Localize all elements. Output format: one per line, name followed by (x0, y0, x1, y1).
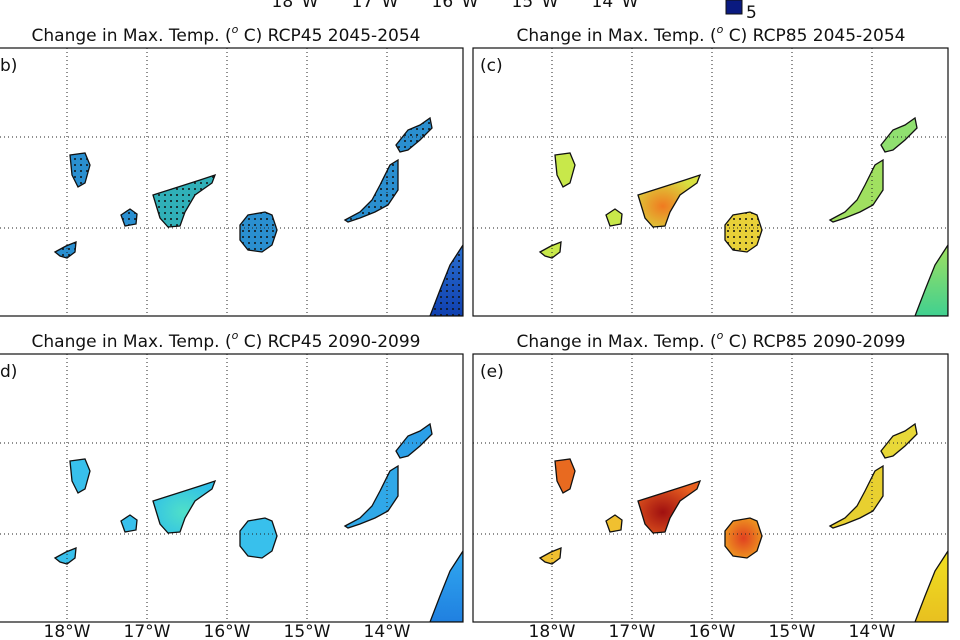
panel-frame (0, 47, 464, 317)
island (69, 458, 91, 494)
island (239, 517, 278, 559)
title-text: Change in Max. Temp. ( (32, 332, 232, 352)
panel-label: (e) (480, 362, 504, 382)
island (637, 479, 702, 534)
panel-title: Change in Max. Temp. (o C) RCP85 2090-20… (517, 329, 906, 352)
panel-title: Change in Max. Temp. (o C) RCP45 2045-20… (32, 23, 421, 46)
top-axis-label: 16°W (432, 0, 479, 12)
island (538, 240, 562, 259)
island (914, 549, 948, 622)
island (880, 422, 918, 459)
title-text: C) RCP85 2090-2099 (723, 332, 905, 352)
stippling (70, 153, 90, 187)
island (554, 458, 576, 494)
stippling (55, 242, 76, 258)
island (605, 514, 623, 533)
x-axis-label: 18°W (529, 622, 576, 640)
island (429, 549, 463, 622)
title-text: C) RCP45 2045-2054 (238, 26, 420, 46)
title-superscript: o (717, 23, 724, 36)
x-axis-label: 17°W (124, 622, 171, 640)
map-panel: b) Change in Max. Temp. (o C) RCP45 2045-… (0, 23, 464, 317)
island (880, 116, 918, 153)
map-panel: (e) Change in Max. Temp. (o C) RCP85 2090… (472, 329, 949, 640)
map-area (0, 354, 463, 622)
top-axis-label: 18°W (272, 0, 319, 12)
panel-frame (472, 47, 949, 317)
title-superscript: o (232, 329, 239, 342)
panel-title: Change in Max. Temp. (o C) RCP85 2045-20… (517, 23, 906, 46)
title-text: Change in Max. Temp. ( (32, 26, 232, 46)
stippling (153, 175, 215, 227)
title-text: Change in Max. Temp. ( (517, 332, 717, 352)
x-axis-label: 15°W (284, 622, 331, 640)
island (395, 422, 433, 459)
map-area (473, 48, 948, 316)
island (343, 464, 399, 529)
panel-label: (c) (480, 56, 503, 76)
stippling (396, 118, 432, 152)
island (828, 464, 884, 529)
title-text: C) RCP45 2090-2099 (238, 332, 420, 352)
top-axis-label: 15°W (512, 0, 559, 12)
stippling (121, 209, 137, 226)
island (828, 158, 884, 223)
title-text: Change in Max. Temp. ( (517, 26, 717, 46)
island (554, 152, 576, 188)
map-panel: (c) Change in Max. Temp. (o C) RCP85 2045… (472, 23, 949, 317)
colorbar-label: 5 (746, 3, 757, 23)
island (120, 514, 138, 533)
island (914, 243, 948, 316)
map-area (473, 354, 948, 622)
stippling (725, 212, 762, 252)
panel-title: Change in Max. Temp. (o C) RCP45 2090-20… (32, 329, 421, 352)
x-axis-label: 16°W (204, 622, 251, 640)
map-area (0, 48, 463, 316)
x-axis-label: 14°W (849, 622, 896, 640)
island (637, 173, 702, 228)
top-axis-label: 14°W (592, 0, 639, 12)
x-axis-label: 14°W (364, 622, 411, 640)
island (152, 479, 217, 534)
x-axis-label: 15°W (769, 622, 816, 640)
x-axis-label: 18°W (44, 622, 91, 640)
title-superscript: o (232, 23, 239, 36)
top-axis-label: 17°W (352, 0, 399, 12)
panel-label: b) (0, 56, 17, 76)
stippling (345, 160, 398, 222)
title-superscript: o (717, 329, 724, 342)
map-panel: d) Change in Max. Temp. (o C) RCP45 2090-… (0, 329, 464, 640)
panel-frame (0, 353, 464, 623)
stippling (430, 245, 463, 316)
title-text: C) RCP85 2045-2054 (723, 26, 905, 46)
island (724, 517, 763, 559)
panel-frame (472, 353, 949, 623)
stippling (240, 212, 277, 252)
island (605, 208, 623, 227)
x-axis-label: 17°W (609, 622, 656, 640)
panel-label: d) (0, 362, 17, 382)
colorbar-swatch (725, 0, 743, 15)
island (538, 546, 562, 565)
island (53, 546, 77, 565)
x-axis-label: 16°W (689, 622, 736, 640)
